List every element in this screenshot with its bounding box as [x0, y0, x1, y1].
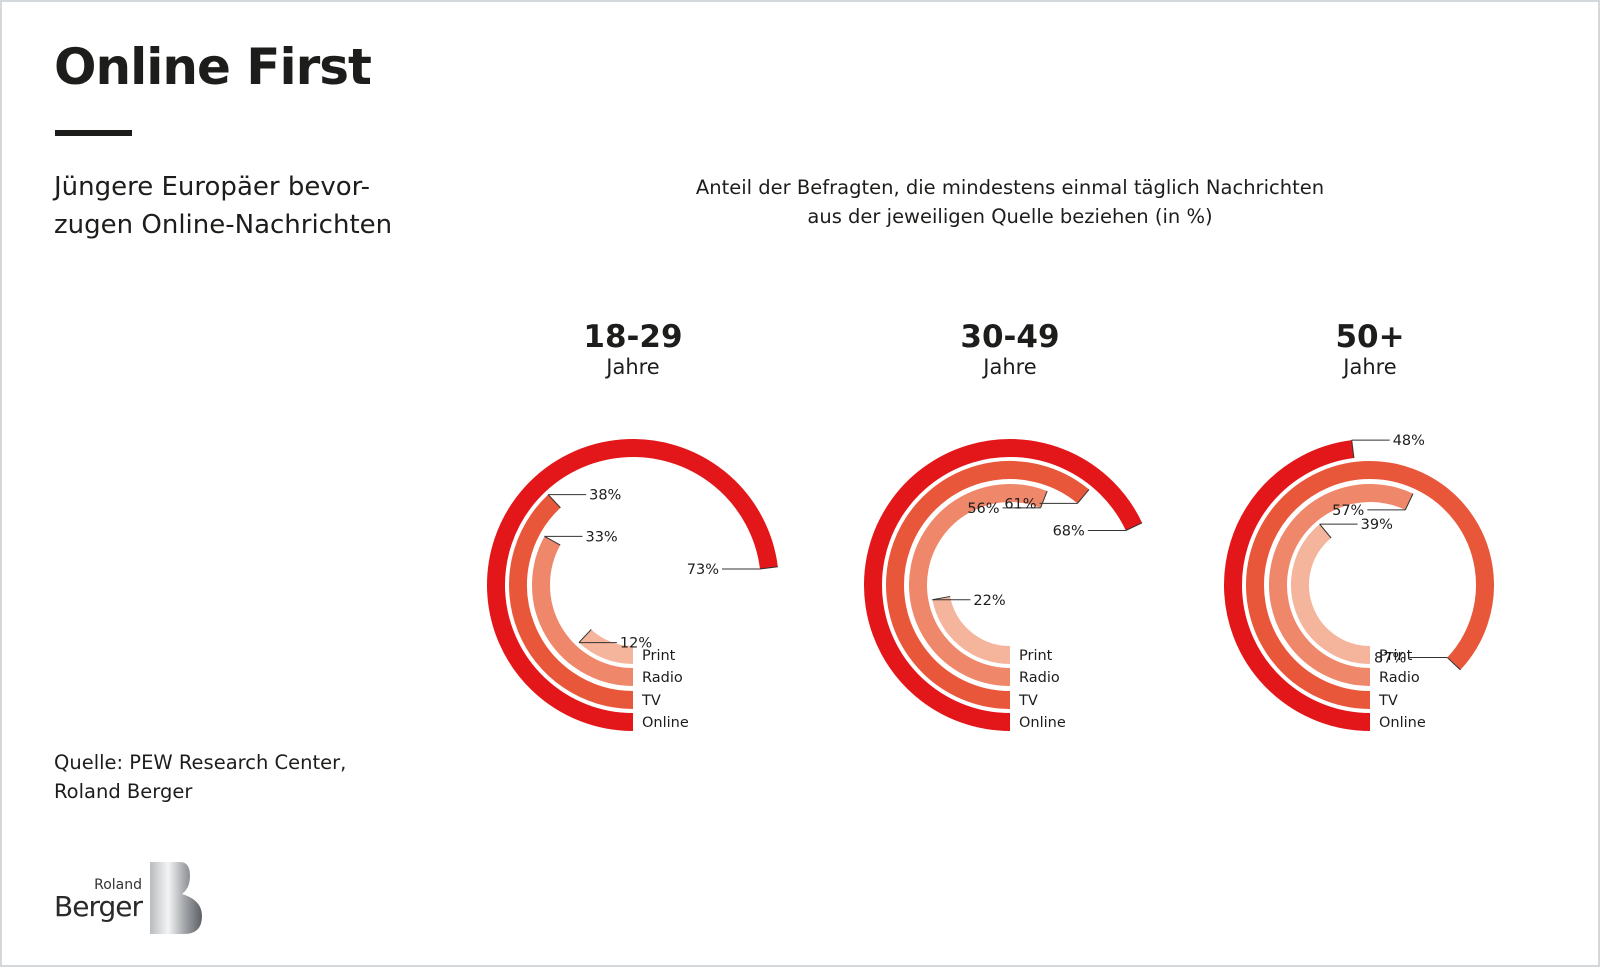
- subtitle-line: Jüngere Europäer bevor-: [54, 172, 371, 202]
- arc-tv: [509, 494, 634, 709]
- chart-group-50+: 50+Jahre Print 39% Radio 57% TV 87% Online 48%: [1224, 319, 1494, 731]
- value-label-print: 12%: [620, 636, 652, 652]
- chart-heading: Anteil der Befragten, die mindestens ein…: [640, 173, 1380, 231]
- value-label-tv: 38%: [589, 488, 621, 504]
- group-title: 30-49: [960, 319, 1059, 355]
- value-label-print: 22%: [973, 593, 1005, 609]
- value-label-online: 73%: [687, 562, 719, 578]
- logo-text-roland: Roland: [94, 877, 142, 893]
- arc-end-tick: [1125, 522, 1143, 531]
- arc-tv: [886, 461, 1090, 709]
- arc-end-tick: [1077, 489, 1090, 504]
- value-label-radio: 57%: [1332, 503, 1364, 519]
- subtitle: Jüngere Europäer bevor- zugen Online-Nac…: [54, 168, 474, 244]
- legend-label-tv: TV: [641, 693, 661, 709]
- arc-end-tick: [1319, 523, 1332, 539]
- legend-label-print: Print: [642, 648, 676, 664]
- group-subtitle: Jahre: [1341, 355, 1396, 379]
- arc-print: [578, 629, 634, 664]
- legend-label-radio: Radio: [1379, 670, 1420, 686]
- source-line: Quelle: PEW Research Center,: [54, 751, 347, 774]
- source-line: Roland Berger: [54, 780, 193, 803]
- legend-label-online: Online: [1019, 715, 1066, 731]
- group-title: 18-29: [583, 319, 682, 355]
- arc-online: [864, 439, 1143, 731]
- value-label-online: 48%: [1393, 433, 1425, 449]
- arc-end-tick: [544, 535, 561, 546]
- legend-label-radio: Radio: [642, 670, 683, 686]
- page-title: Online First: [54, 38, 372, 96]
- arc-end-tick: [547, 494, 561, 509]
- arc-online: [487, 439, 778, 731]
- group-subtitle: Jahre: [604, 355, 659, 379]
- value-label-online: 68%: [1053, 524, 1085, 540]
- arc-print: [932, 596, 1011, 664]
- group-title: 50+: [1335, 319, 1404, 355]
- arc-end-tick: [1404, 493, 1414, 511]
- arc-radio: [1269, 484, 1413, 686]
- title-rule: [55, 130, 132, 136]
- arc-end-tick: [1351, 440, 1355, 459]
- logo-text-berger: Berger: [54, 890, 143, 923]
- source-note: Quelle: PEW Research Center, Roland Berg…: [54, 748, 346, 806]
- value-label-tv: 61%: [1004, 496, 1036, 512]
- value-label-radio: 56%: [967, 501, 999, 517]
- legend-label-print: Print: [1379, 648, 1413, 664]
- arc-radio: [532, 536, 634, 686]
- logo-b-mark-icon: [150, 862, 202, 934]
- subtitle-line: zugen Online-Nachrichten: [54, 210, 393, 240]
- legend-label-online: Online: [1379, 715, 1426, 731]
- roland-berger-logo: Roland Berger: [54, 862, 204, 934]
- value-label-print: 39%: [1361, 517, 1393, 533]
- legend-label-online: Online: [642, 715, 689, 731]
- arc-end-tick: [932, 595, 951, 601]
- value-label-tv: 87%: [1374, 651, 1406, 667]
- legend-label-tv: TV: [1018, 693, 1038, 709]
- legend-label-print: Print: [1019, 648, 1053, 664]
- group-subtitle: Jahre: [981, 355, 1036, 379]
- arc-radio: [909, 484, 1048, 686]
- arc-end-tick: [759, 566, 778, 570]
- legend-label-tv: TV: [1378, 693, 1398, 709]
- chart-heading-line: Anteil der Befragten, die mindestens ein…: [695, 176, 1325, 199]
- arc-end-tick: [1446, 657, 1461, 671]
- arc-online: [1224, 440, 1371, 731]
- arc-print: [1291, 524, 1371, 664]
- arc-end-tick: [578, 629, 592, 643]
- value-label-radio: 33%: [585, 529, 617, 545]
- arc-tv: [1246, 461, 1494, 709]
- arc-end-tick: [1040, 490, 1048, 509]
- legend-label-radio: Radio: [1019, 670, 1060, 686]
- chart-heading-line: aus der jeweiligen Quelle beziehen (in %…: [807, 205, 1213, 228]
